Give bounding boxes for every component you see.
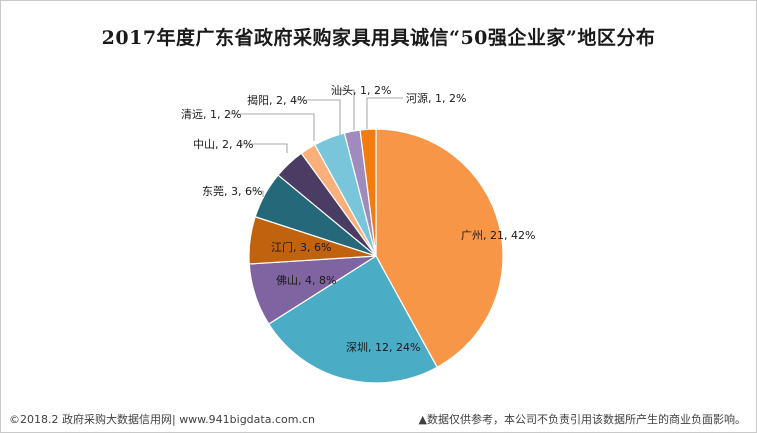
leader-line-8 <box>295 99 341 135</box>
slice-label-6: 中山, 2, 4% <box>193 138 253 151</box>
slice-label-9: 汕头, 1, 2% <box>331 84 391 97</box>
slice-label-10: 河源, 1, 2% <box>406 91 466 105</box>
leader-line-9 <box>331 89 355 130</box>
leader-line-6 <box>241 143 288 153</box>
pie-slice-10 <box>359 128 377 257</box>
pie-slice-1 <box>375 128 504 369</box>
slice-label-4: 江门, 3, 6% <box>271 240 331 254</box>
leader-line-5 <box>250 190 264 197</box>
slice-label-7: 清远, 1, 2% <box>181 108 241 121</box>
pie-slice-2 <box>267 255 438 384</box>
slice-label-5: 东莞, 3, 6% <box>202 185 262 198</box>
disclaimer-note: ▲数据仅供参考，本公司不负责引用该数据所产生的商业负面影响。 <box>418 413 746 426</box>
leader-line-10 <box>366 97 403 129</box>
slice-label-8: 揭阳, 2, 4% <box>247 93 307 107</box>
slice-label-1: 广州, 21, 42% <box>461 229 535 242</box>
slice-label-3: 佛山, 4, 8% <box>276 274 336 287</box>
source-note: ©2018.2 政府采购大数据信用网| www.941bigdata.com.c… <box>9 413 315 426</box>
leader-line-7 <box>229 113 315 141</box>
chart-title: 2017年度广东省政府采购家具用具诚信“50强企业家”地区分布 <box>101 27 656 49</box>
slice-label-2: 深圳, 12, 24% <box>346 341 420 354</box>
